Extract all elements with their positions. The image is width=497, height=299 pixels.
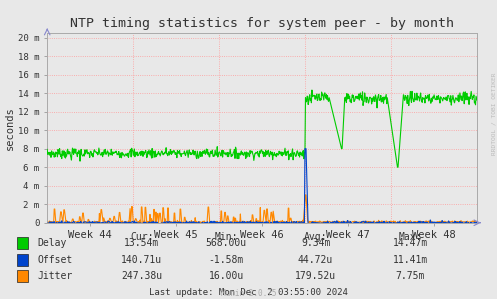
Text: RRDTOOL / TOBI OETIKER: RRDTOOL / TOBI OETIKER bbox=[491, 72, 496, 155]
Text: 568.00u: 568.00u bbox=[206, 238, 247, 248]
Text: 7.75m: 7.75m bbox=[395, 271, 425, 281]
Text: Min:: Min: bbox=[214, 232, 238, 242]
Title: NTP timing statistics for system peer - by month: NTP timing statistics for system peer - … bbox=[70, 17, 454, 30]
Text: 247.38u: 247.38u bbox=[121, 271, 162, 281]
Text: 13.54m: 13.54m bbox=[124, 238, 159, 248]
Text: Max:: Max: bbox=[398, 232, 422, 242]
Text: Cur:: Cur: bbox=[130, 232, 154, 242]
Text: 44.72u: 44.72u bbox=[298, 254, 333, 265]
Y-axis label: seconds: seconds bbox=[5, 106, 15, 150]
Text: 16.00u: 16.00u bbox=[209, 271, 244, 281]
Text: Last update: Mon Dec  2 03:55:00 2024: Last update: Mon Dec 2 03:55:00 2024 bbox=[149, 288, 348, 297]
Text: -1.58m: -1.58m bbox=[209, 254, 244, 265]
Text: Avg:: Avg: bbox=[304, 232, 328, 242]
Text: 179.52u: 179.52u bbox=[295, 271, 336, 281]
Text: 14.47m: 14.47m bbox=[393, 238, 427, 248]
Text: 9.34m: 9.34m bbox=[301, 238, 331, 248]
Text: Offset: Offset bbox=[37, 254, 73, 265]
Text: Delay: Delay bbox=[37, 238, 67, 248]
Text: Jitter: Jitter bbox=[37, 271, 73, 281]
Text: Munin 2.0.75: Munin 2.0.75 bbox=[221, 289, 276, 298]
Text: 11.41m: 11.41m bbox=[393, 254, 427, 265]
Text: 140.71u: 140.71u bbox=[121, 254, 162, 265]
